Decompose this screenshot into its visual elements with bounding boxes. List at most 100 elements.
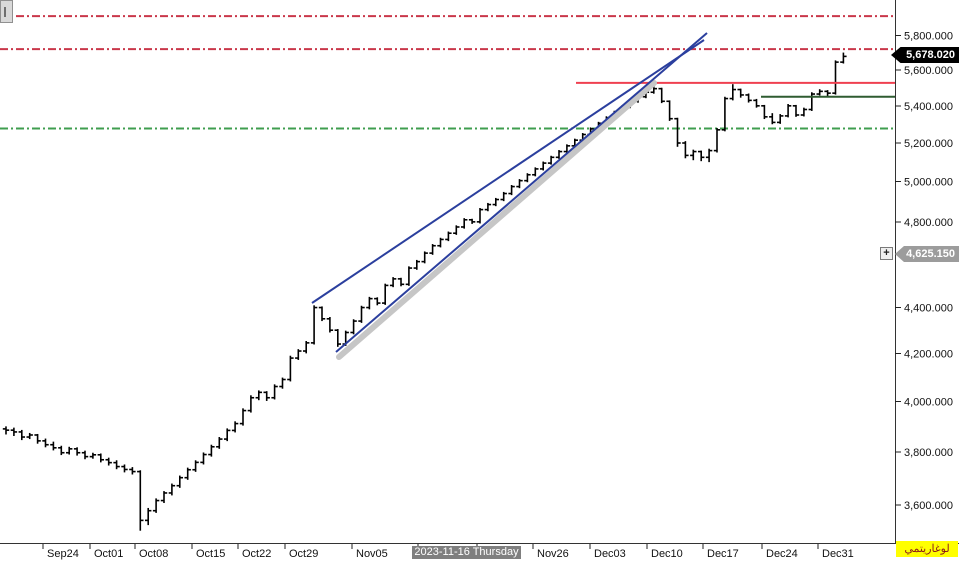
x-axis-label: Oct08 — [139, 548, 168, 560]
ohlc-bar — [484, 202, 492, 212]
ohlc-bar — [792, 104, 800, 117]
ohlc-bar — [10, 427, 18, 437]
ohlc-bar — [192, 460, 199, 472]
y-axis-label: 5,600.000 — [904, 65, 953, 77]
x-axis-label: Oct22 — [242, 548, 271, 560]
selected-date-tag: 2023-11-16 Thursday — [412, 546, 521, 559]
ohlc-bar — [271, 384, 278, 400]
trendline-lower-selection-halo — [336, 80, 657, 360]
ohlc-bar — [382, 283, 389, 305]
ohlc-bar — [231, 421, 239, 433]
ohlc-bar — [658, 87, 665, 104]
ohlc-bar — [279, 377, 286, 389]
ohlc-bar — [816, 89, 823, 96]
ohlc-bar — [769, 113, 776, 125]
ohlc-bar — [216, 437, 223, 449]
ohlc-bar — [137, 470, 144, 531]
y-axis-label: 3,800.000 — [904, 447, 953, 459]
ohlc-bar — [26, 432, 33, 440]
ohlc-bar — [374, 297, 381, 306]
ohlc-bar — [468, 218, 476, 224]
y-axis-label: 5,400.000 — [904, 101, 953, 113]
ohlc-bar — [524, 173, 531, 183]
ohlc-bar — [73, 447, 81, 456]
ohlc-bar — [66, 446, 73, 455]
ohlc-bar — [761, 104, 768, 120]
ohlc-bar — [753, 98, 760, 108]
ohlc-bar — [476, 207, 484, 224]
ohlc-bar — [713, 127, 721, 153]
ohlc-bar — [540, 161, 547, 171]
ohlc-bar — [745, 93, 752, 103]
ohlc-bar — [397, 277, 405, 287]
ohlc-bar — [89, 452, 97, 459]
ohlc-bar — [334, 329, 341, 347]
ohlc-bar — [81, 450, 89, 460]
trendline-lower[interactable] — [335, 32, 708, 353]
ohlc-bar — [389, 277, 397, 288]
ohlc-bar — [682, 141, 689, 159]
ohlc-bar — [152, 498, 160, 513]
y-axis-label: 5,200.000 — [904, 138, 953, 150]
ohlc-bar — [200, 452, 207, 465]
collapse-glyph-icon — [4, 7, 6, 17]
ohlc-bar — [303, 341, 310, 354]
ohlc-bar — [239, 408, 247, 426]
y-axis-label: 4,000.000 — [904, 396, 953, 408]
ohlc-bar — [492, 197, 499, 207]
ohlc-bar — [263, 391, 270, 401]
x-axis-label: Oct29 — [289, 548, 318, 560]
ohlc-bar — [777, 114, 784, 124]
ohlc-bar — [310, 305, 318, 345]
ohlc-bar — [129, 467, 136, 475]
x-axis-label: Nov26 — [537, 548, 569, 560]
ohlc-bar — [547, 155, 555, 165]
ohlc-bar — [287, 355, 294, 382]
ohlc-bar — [729, 84, 736, 101]
ohlc-bar — [18, 429, 25, 441]
ohlc-bar — [366, 296, 373, 310]
current-price-tag: 5,678.020 — [891, 47, 959, 63]
ohlc-bar — [176, 475, 183, 488]
panel-collapse-button[interactable] — [0, 0, 13, 23]
y-axis-label: 4,800.000 — [904, 217, 953, 229]
x-axis-label: Dec24 — [766, 548, 798, 560]
ohlc-bar — [516, 179, 523, 189]
ohlc-bar — [255, 390, 262, 401]
ohlc-bar — [461, 218, 468, 229]
ohlc-bar — [145, 507, 152, 526]
ohlc-bar — [413, 259, 420, 270]
trendline-upper[interactable] — [311, 39, 705, 304]
ohlc-bar — [453, 225, 460, 235]
x-axis-label: Oct15 — [196, 548, 225, 560]
ohlc-bar — [405, 266, 413, 286]
x-axis-label: Oct01 — [94, 548, 123, 560]
ohlc-bar — [50, 441, 57, 451]
ohlc-bar — [34, 433, 41, 444]
ohlc-bar — [421, 251, 428, 264]
ohlc-bar — [563, 144, 571, 154]
ohlc-bar — [358, 305, 365, 323]
ohlc-bar — [840, 52, 847, 64]
ohlc-bar — [429, 244, 436, 255]
ohlc-bar — [737, 88, 744, 98]
ohlc-bar — [350, 319, 357, 335]
ohlc-bar — [808, 92, 815, 111]
ohlc-bar — [247, 395, 255, 413]
add-level-button[interactable]: + — [880, 247, 893, 260]
ohlc-bar — [824, 90, 831, 97]
y-axis-label: 4,400.000 — [904, 303, 953, 315]
ohlc-bar — [532, 167, 539, 177]
ohlc-bar — [318, 306, 326, 322]
ohlc-bar — [168, 483, 176, 496]
x-axis-label: Dec17 — [707, 548, 739, 560]
ohlc-bar — [2, 426, 10, 435]
ohlc-bar — [184, 467, 191, 480]
ohlc-bar — [160, 491, 168, 504]
ohlc-bar — [500, 191, 507, 202]
ohlc-bar — [295, 349, 302, 360]
x-axis-label: Nov05 — [356, 548, 388, 560]
x-axis-label: Dec03 — [594, 548, 626, 560]
